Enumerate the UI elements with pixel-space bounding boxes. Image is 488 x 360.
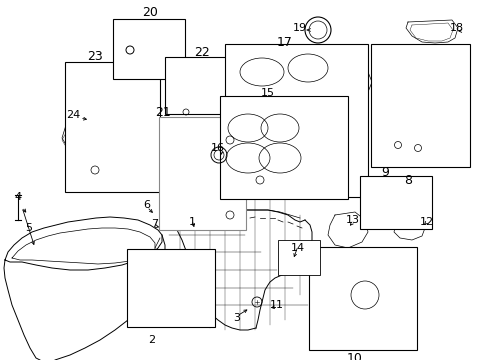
Text: 8: 8	[403, 174, 411, 186]
Text: 9: 9	[380, 166, 388, 179]
Bar	[164, 57, 239, 114]
Text: 3: 3	[233, 313, 240, 323]
Text: 1: 1	[188, 217, 195, 227]
Text: 24: 24	[66, 110, 80, 120]
Text: 7: 7	[151, 219, 158, 229]
Text: 4: 4	[15, 192, 21, 202]
Text: 16: 16	[210, 143, 224, 153]
Bar	[65, 62, 160, 192]
Text: 14: 14	[290, 243, 305, 253]
Text: 23: 23	[87, 49, 102, 63]
Text: 13: 13	[346, 215, 359, 225]
Text: 17: 17	[277, 36, 292, 49]
Text: 5: 5	[25, 223, 32, 233]
Bar	[113, 19, 184, 79]
Text: 11: 11	[269, 300, 284, 310]
Bar	[359, 176, 431, 229]
Text: 2: 2	[148, 335, 155, 345]
Bar	[224, 44, 367, 197]
Text: 21: 21	[155, 105, 170, 118]
Bar	[370, 44, 469, 167]
Text: 15: 15	[261, 88, 274, 98]
Text: 20: 20	[142, 6, 158, 19]
Text: 22: 22	[194, 45, 209, 58]
Text: 12: 12	[419, 217, 433, 227]
Bar	[308, 247, 416, 350]
Text: 19: 19	[292, 23, 306, 33]
Bar	[220, 96, 347, 199]
Bar	[278, 240, 319, 275]
Bar	[127, 249, 215, 327]
Bar	[159, 117, 245, 230]
Text: 18: 18	[449, 23, 463, 33]
Text: 6: 6	[143, 200, 150, 210]
Text: 10: 10	[346, 351, 362, 360]
